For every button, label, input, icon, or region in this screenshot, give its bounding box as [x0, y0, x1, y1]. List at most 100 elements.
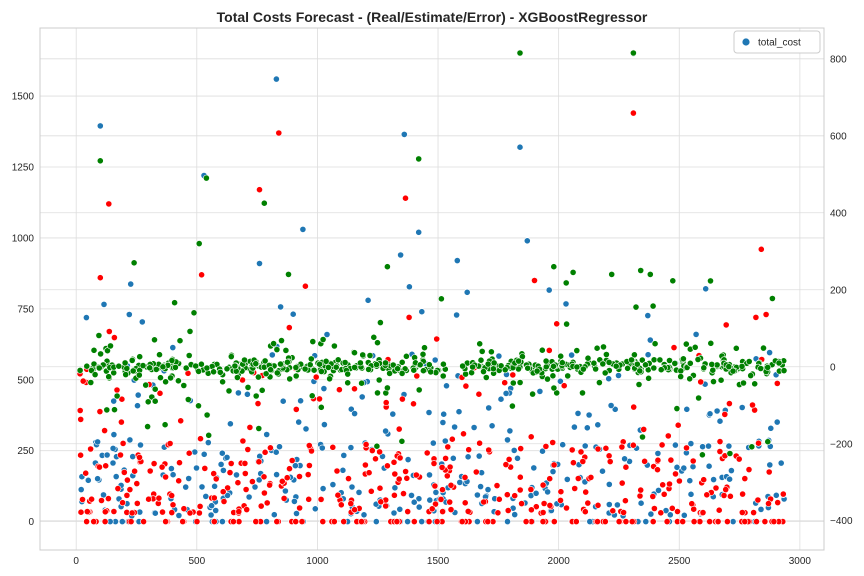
point-estimate — [234, 479, 242, 487]
point-estimate — [301, 282, 309, 290]
point-estimate — [699, 509, 707, 516]
point-real — [488, 422, 496, 430]
point-error — [307, 355, 315, 363]
point-real — [198, 483, 206, 491]
point-real — [705, 442, 712, 450]
point-error — [167, 374, 174, 382]
point-error — [162, 378, 169, 386]
point-error — [286, 375, 294, 383]
point-real — [226, 420, 234, 428]
point-error — [180, 382, 188, 389]
point-estimate — [594, 445, 602, 453]
point-error — [326, 375, 333, 383]
point-estimate — [574, 475, 582, 482]
point-error — [277, 360, 284, 368]
point-estimate — [503, 491, 511, 499]
point-error — [227, 353, 235, 360]
point-estimate — [594, 518, 601, 525]
point-error — [358, 379, 365, 387]
point-error — [190, 309, 198, 317]
point-estimate — [402, 194, 409, 202]
point-error — [151, 397, 159, 405]
point-estimate — [528, 506, 535, 514]
point-estimate — [667, 456, 675, 464]
point-real — [451, 423, 458, 431]
point-real — [431, 356, 439, 364]
point-error — [515, 357, 522, 365]
y-right-tick-label: −200 — [830, 439, 853, 450]
point-estimate — [446, 498, 454, 506]
point-estimate — [210, 518, 218, 525]
point-estimate — [679, 518, 687, 525]
point-error — [171, 299, 178, 307]
point-estimate — [288, 457, 296, 464]
point-error — [632, 303, 640, 311]
point-estimate — [395, 475, 403, 483]
point-error — [244, 383, 252, 391]
point-real — [329, 481, 337, 488]
point-estimate — [546, 475, 554, 483]
x-tick-label: 2500 — [668, 556, 691, 567]
point-estimate — [716, 438, 724, 445]
point-error — [95, 332, 103, 339]
point-estimate — [312, 373, 320, 381]
point-estimate — [553, 320, 561, 328]
point-estimate — [690, 518, 698, 525]
point-estimate — [275, 129, 283, 137]
point-estimate — [703, 491, 711, 499]
point-estimate — [464, 507, 472, 515]
point-error — [128, 356, 136, 364]
point-estimate — [390, 458, 398, 466]
chart-title: Total Costs Forecast - (Real/Estimate/Er… — [217, 9, 648, 25]
point-estimate — [462, 382, 470, 390]
point-real — [272, 75, 280, 83]
point-error — [285, 270, 292, 278]
point-error — [437, 295, 445, 303]
point-error — [394, 365, 401, 373]
point-error — [203, 411, 211, 419]
point-error — [156, 351, 163, 359]
point-error — [105, 373, 113, 381]
point-estimate — [193, 518, 201, 525]
point-estimate — [114, 485, 122, 492]
point-real — [290, 497, 298, 505]
point-estimate — [550, 461, 558, 469]
point-real — [621, 455, 628, 463]
point-estimate — [296, 504, 303, 512]
point-error — [538, 346, 546, 354]
point-real — [686, 477, 694, 485]
point-error — [745, 358, 753, 365]
point-estimate — [124, 476, 131, 484]
point-error — [241, 356, 248, 364]
point-error — [219, 378, 226, 386]
point-estimate — [697, 378, 705, 386]
point-estimate — [539, 509, 547, 516]
point-real — [415, 228, 423, 236]
point-estimate — [286, 465, 293, 473]
point-estimate — [345, 475, 352, 482]
point-real — [391, 484, 399, 492]
point-estimate — [660, 490, 668, 498]
point-real — [687, 440, 695, 447]
point-estimate — [715, 506, 723, 514]
point-real — [96, 122, 104, 130]
point-real — [680, 464, 688, 472]
point-error — [603, 351, 610, 358]
point-error — [351, 363, 358, 371]
point-real — [279, 397, 287, 405]
point-estimate — [179, 518, 187, 525]
point-real — [473, 518, 481, 525]
point-real — [710, 476, 717, 483]
point-estimate — [241, 459, 249, 467]
point-error — [550, 362, 557, 370]
point-error — [686, 359, 694, 367]
point-estimate — [330, 518, 338, 525]
point-error — [550, 384, 558, 392]
point-estimate — [266, 444, 274, 452]
point-estimate — [438, 463, 446, 471]
point-real — [514, 454, 521, 462]
point-estimate — [683, 444, 690, 452]
point-estimate — [402, 468, 409, 475]
point-error — [83, 362, 91, 370]
